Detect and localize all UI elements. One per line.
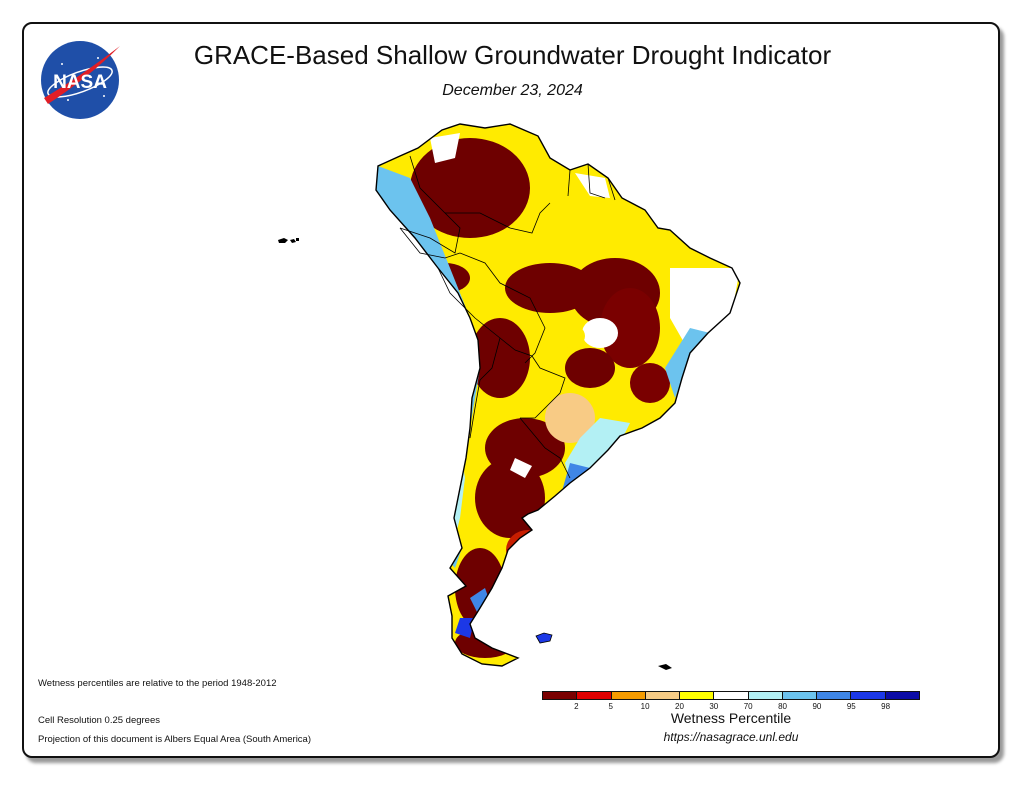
legend-tick-label: 20 [675, 702, 684, 711]
source-url[interactable]: https://nasagrace.unl.edu [663, 730, 799, 744]
legend-tick-label: 30 [709, 702, 719, 711]
legend-tick-label: 90 [812, 702, 822, 711]
nasa-logo: NASA [41, 41, 120, 119]
legend-tick-label: 2 [574, 702, 579, 711]
legend-swatch [782, 692, 818, 699]
legend-swatch [885, 692, 919, 699]
legend-swatch [611, 692, 646, 699]
legend-tick-label: 10 [640, 702, 650, 711]
galapagos-islands [278, 238, 299, 243]
coastline [375, 123, 741, 667]
legend-tick-label: 70 [743, 702, 753, 711]
projection-note: Projection of this document is Albers Eq… [38, 734, 311, 745]
legend-tick-label: 98 [881, 702, 891, 711]
map-title: GRACE-Based Shallow Groundwater Drought … [193, 40, 832, 70]
map-date: December 23, 2024 [442, 82, 583, 99]
country-borders [399, 155, 616, 479]
legend-swatch [645, 692, 681, 699]
legend-swatch [543, 692, 578, 699]
legend-swatch [714, 692, 749, 699]
south-america-drought-map [278, 123, 741, 670]
legend-swatch [851, 692, 886, 699]
legend-tick-label: 5 [608, 702, 613, 711]
legend-tick-label: 95 [846, 702, 856, 711]
legend-color-bar [542, 691, 920, 700]
legend-swatch [680, 692, 715, 699]
legend-swatch [748, 692, 783, 699]
legend-swatch [817, 692, 852, 699]
legend-title: Wetness Percentile [670, 710, 792, 726]
legend-swatch [577, 692, 612, 699]
svg-text:NASA: NASA [53, 72, 107, 93]
south-georgia-island [658, 664, 672, 670]
legend-tick-label: 80 [778, 702, 787, 711]
resolution-note: Cell Resolution 0.25 degrees [38, 715, 160, 726]
period-note: Wetness percentiles are relative to the … [38, 678, 277, 689]
falkland-islands [535, 632, 553, 644]
